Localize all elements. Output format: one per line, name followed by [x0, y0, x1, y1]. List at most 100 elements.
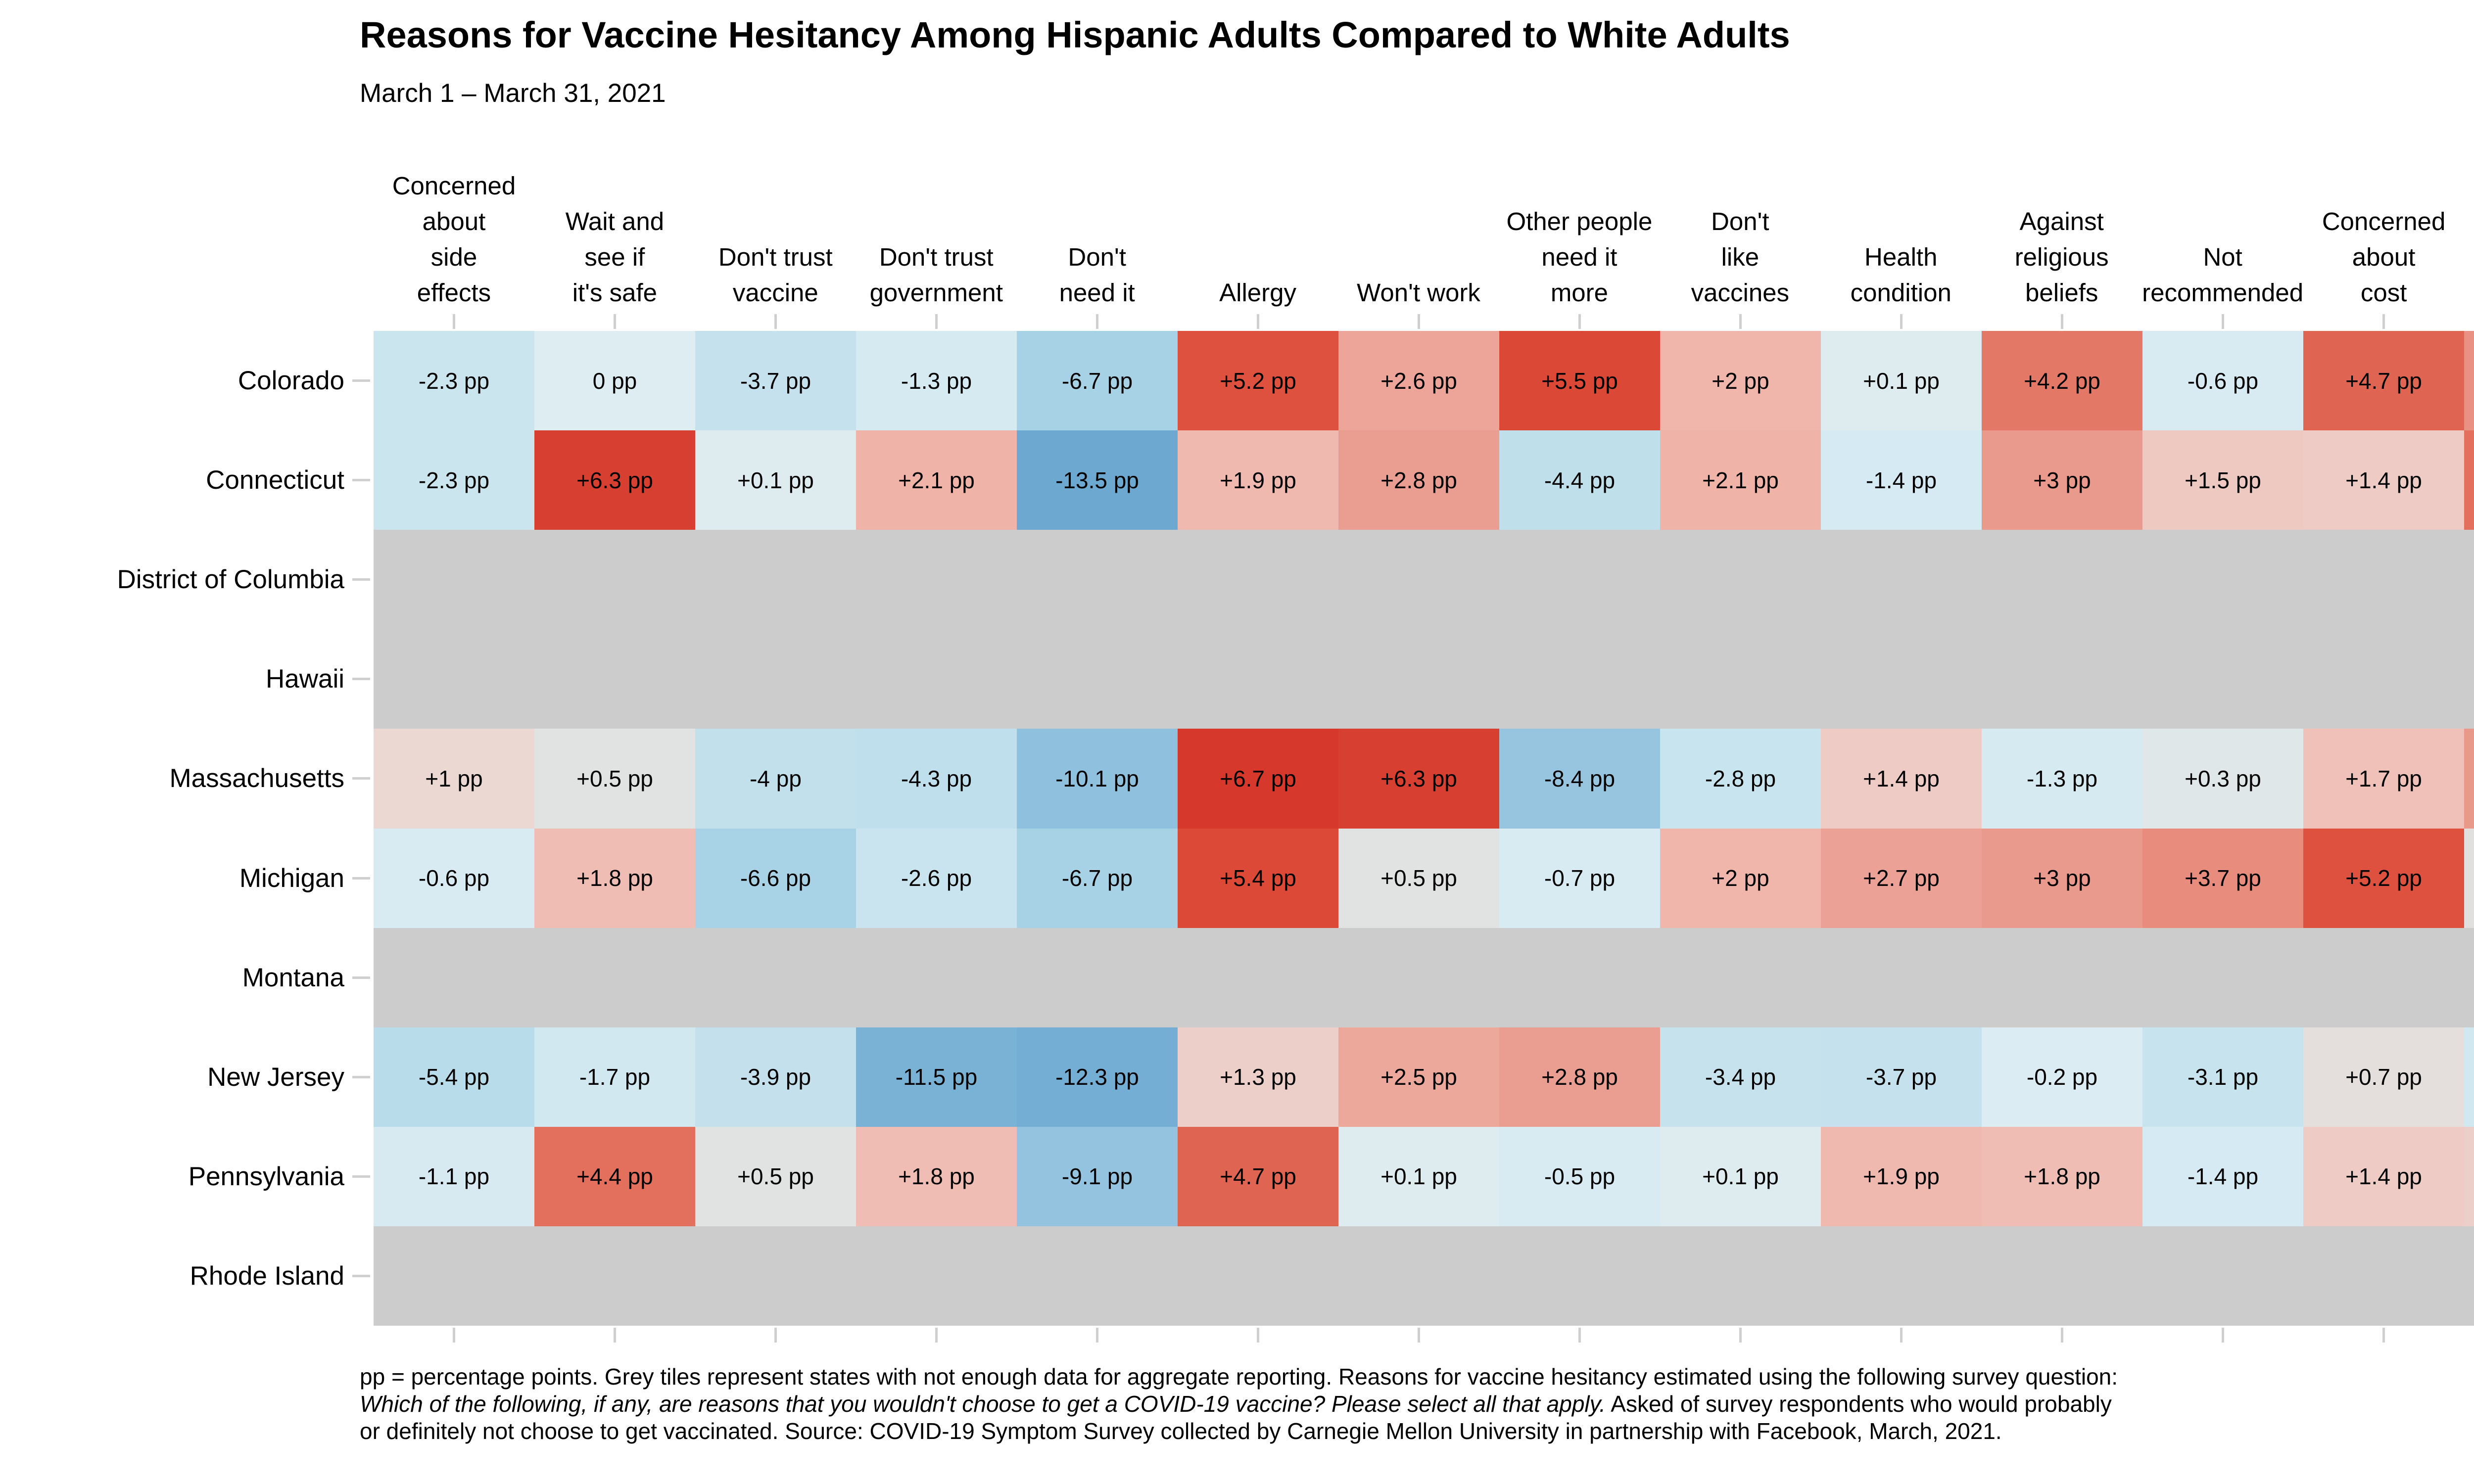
heatmap-cell: -2.6 pp [856, 828, 1017, 928]
heatmap-cell [1499, 1226, 1660, 1326]
row-label: Michigan [239, 863, 344, 893]
heatmap-cell [1821, 1226, 1982, 1326]
heatmap-cell [1338, 1226, 1499, 1326]
x-axis-tick-bottom [453, 1328, 455, 1343]
cell-value-label: +5.5 pp [1541, 368, 1618, 394]
cell-value-label: -1.7 pp [579, 1064, 651, 1090]
column-header-line: vaccines [1691, 278, 1790, 307]
cell-value-label: -1.1 pp [418, 1163, 490, 1190]
heatmap-cell: +2.8 pp [1499, 1027, 1660, 1127]
cell-value-label: +2.1 pp [1702, 467, 1779, 493]
cell-value-label: -3.4 pp [1705, 1064, 1776, 1090]
y-axis-tick-left [352, 976, 370, 979]
heatmap-cell: -1.4 pp [1821, 430, 1982, 530]
heatmap-cell [1178, 928, 1338, 1027]
heatmap-cell: +1.4 pp [2303, 430, 2464, 530]
cell-value-label: +1.4 pp [2345, 1163, 2422, 1190]
cell-value-label: -1.4 pp [2187, 1163, 2259, 1190]
heatmap-cell: +6.3 pp [1338, 729, 1499, 829]
heatmap-cell: +2.1 pp [856, 430, 1017, 530]
x-axis-tick-top [1578, 314, 1581, 329]
heatmap-cell: +5.4 pp [1178, 828, 1338, 928]
column-headers: Concerned about side effects Wait and see if i… [374, 139, 2474, 311]
cell-value-label: -9.1 pp [1061, 1163, 1133, 1190]
cell-value-label: -0.2 pp [2026, 1064, 2098, 1090]
heatmap-cell: +3 pp [1982, 828, 2142, 928]
cell-value-label: -3.7 pp [740, 368, 811, 394]
heatmap-cell [1178, 530, 1338, 630]
heatmap-panel: -2.3 pp 0 pp -3.7 pp -1.3 pp -6.7 pp +5.2 pp +… [374, 331, 2474, 1326]
heatmap-cell: +1.8 pp [1982, 1126, 2142, 1226]
heatmap-cell [2464, 530, 2474, 630]
heatmap-cell [1821, 928, 1982, 1027]
heatmap-cell: -2.8 pp [1660, 729, 1821, 829]
column-header-line: need it [1541, 243, 1618, 271]
heatmap-cell: +6.7 pp [1178, 729, 1338, 829]
x-axis-tick-top [1257, 314, 1259, 329]
column-header-line: Not [2203, 243, 2242, 271]
heatmap-cell: +2.1 pp [1660, 430, 1821, 530]
cell-value-label: +0.3 pp [2185, 765, 2261, 791]
column-header: Against religious beliefs [1981, 139, 2142, 311]
x-axis-tick-bottom [1739, 1328, 1742, 1343]
x-axis-tick-bottom [2382, 1328, 2385, 1343]
heatmap-cell [2142, 928, 2303, 1027]
cell-value-label: -1.3 pp [2026, 765, 2098, 791]
heatmap-cell: -0.2 pp [1982, 1027, 2142, 1127]
heatmap-cell: +2.5 pp [1338, 1027, 1499, 1127]
column-header-line: Don't trust [718, 243, 833, 271]
cell-value-label: +0.1 pp [1863, 368, 1940, 394]
cell-value-label: +5.2 pp [2345, 865, 2422, 891]
heatmap-cell: +0.6 pp [2464, 828, 2474, 928]
heatmap-cell: +1.9 pp [1821, 1126, 1982, 1226]
heatmap-cell: +1.5 pp [2142, 430, 2303, 530]
heatmap-cell: -6.7 pp [1017, 331, 1178, 431]
heatmap-cell [2464, 928, 2474, 1027]
heatmap-cell [2142, 530, 2303, 630]
heatmap-cell: +3.1 pp [2464, 729, 2474, 829]
cell-value-label: -6.7 pp [1061, 368, 1133, 394]
x-axis-tick-top [1739, 314, 1742, 329]
heatmap-cell: +1.3 pp [1178, 1027, 1338, 1127]
heatmap-cell [856, 928, 1017, 1027]
heatmap-cell: -10.1 pp [1017, 729, 1178, 829]
column-header: Health condition [1820, 139, 1981, 311]
row-label: Pennsylvania [188, 1161, 344, 1191]
heatmap-cell [695, 1226, 856, 1326]
heatmap-cell: -1.3 pp [1982, 729, 2142, 829]
column-header: Don't trust vaccine [695, 139, 856, 311]
column-header: Concerned about cost [2303, 139, 2464, 311]
heatmap-cell: +0.1 pp [695, 430, 856, 530]
heatmap-cell [1178, 629, 1338, 729]
heatmap-cell: -12.3 pp [1017, 1027, 1178, 1127]
heatmap-cell: +1.3 pp [2464, 1126, 2474, 1226]
heatmap-cell: +2 pp [1660, 331, 1821, 431]
heatmap-cell: -4.4 pp [1499, 430, 1660, 530]
column-header-line: about [422, 207, 486, 235]
heatmap-cell [1982, 1226, 2142, 1326]
column-header-line: vaccine [732, 278, 818, 307]
y-axis-tick-left [352, 678, 370, 681]
row-label: New Jersey [207, 1062, 344, 1092]
cell-value-label: +1.7 pp [2345, 765, 2422, 791]
column-header-line: recommended [2142, 278, 2304, 307]
heatmap-cell: -5.4 pp [374, 1027, 534, 1127]
heatmap-cell [1017, 1226, 1178, 1326]
cell-value-label: +2.5 pp [1380, 1064, 1457, 1090]
heatmap-cell [534, 629, 695, 729]
cell-value-label: -13.5 pp [1055, 467, 1139, 493]
heatmap-cell: -0.5 pp [1499, 1126, 1660, 1226]
heatmap-cell [695, 928, 856, 1027]
heatmap-cell: +2.7 pp [1821, 828, 1982, 928]
heatmap-cell: +1 pp [374, 729, 534, 829]
footnote-line-1: pp = percentage points. Grey tiles repre… [360, 1364, 2118, 1390]
cell-value-label: -2.3 pp [418, 467, 490, 493]
cell-value-label: -4 pp [750, 765, 802, 791]
cell-value-label: +1.9 pp [1220, 467, 1296, 493]
heatmap-cell [1660, 629, 1821, 729]
heatmap-cell [1982, 629, 2142, 729]
cell-value-label: +6.3 pp [576, 467, 653, 493]
page-title: Reasons for Vaccine Hesitancy Among Hisp… [360, 14, 1790, 55]
heatmap-cell: -0.7 pp [1499, 828, 1660, 928]
